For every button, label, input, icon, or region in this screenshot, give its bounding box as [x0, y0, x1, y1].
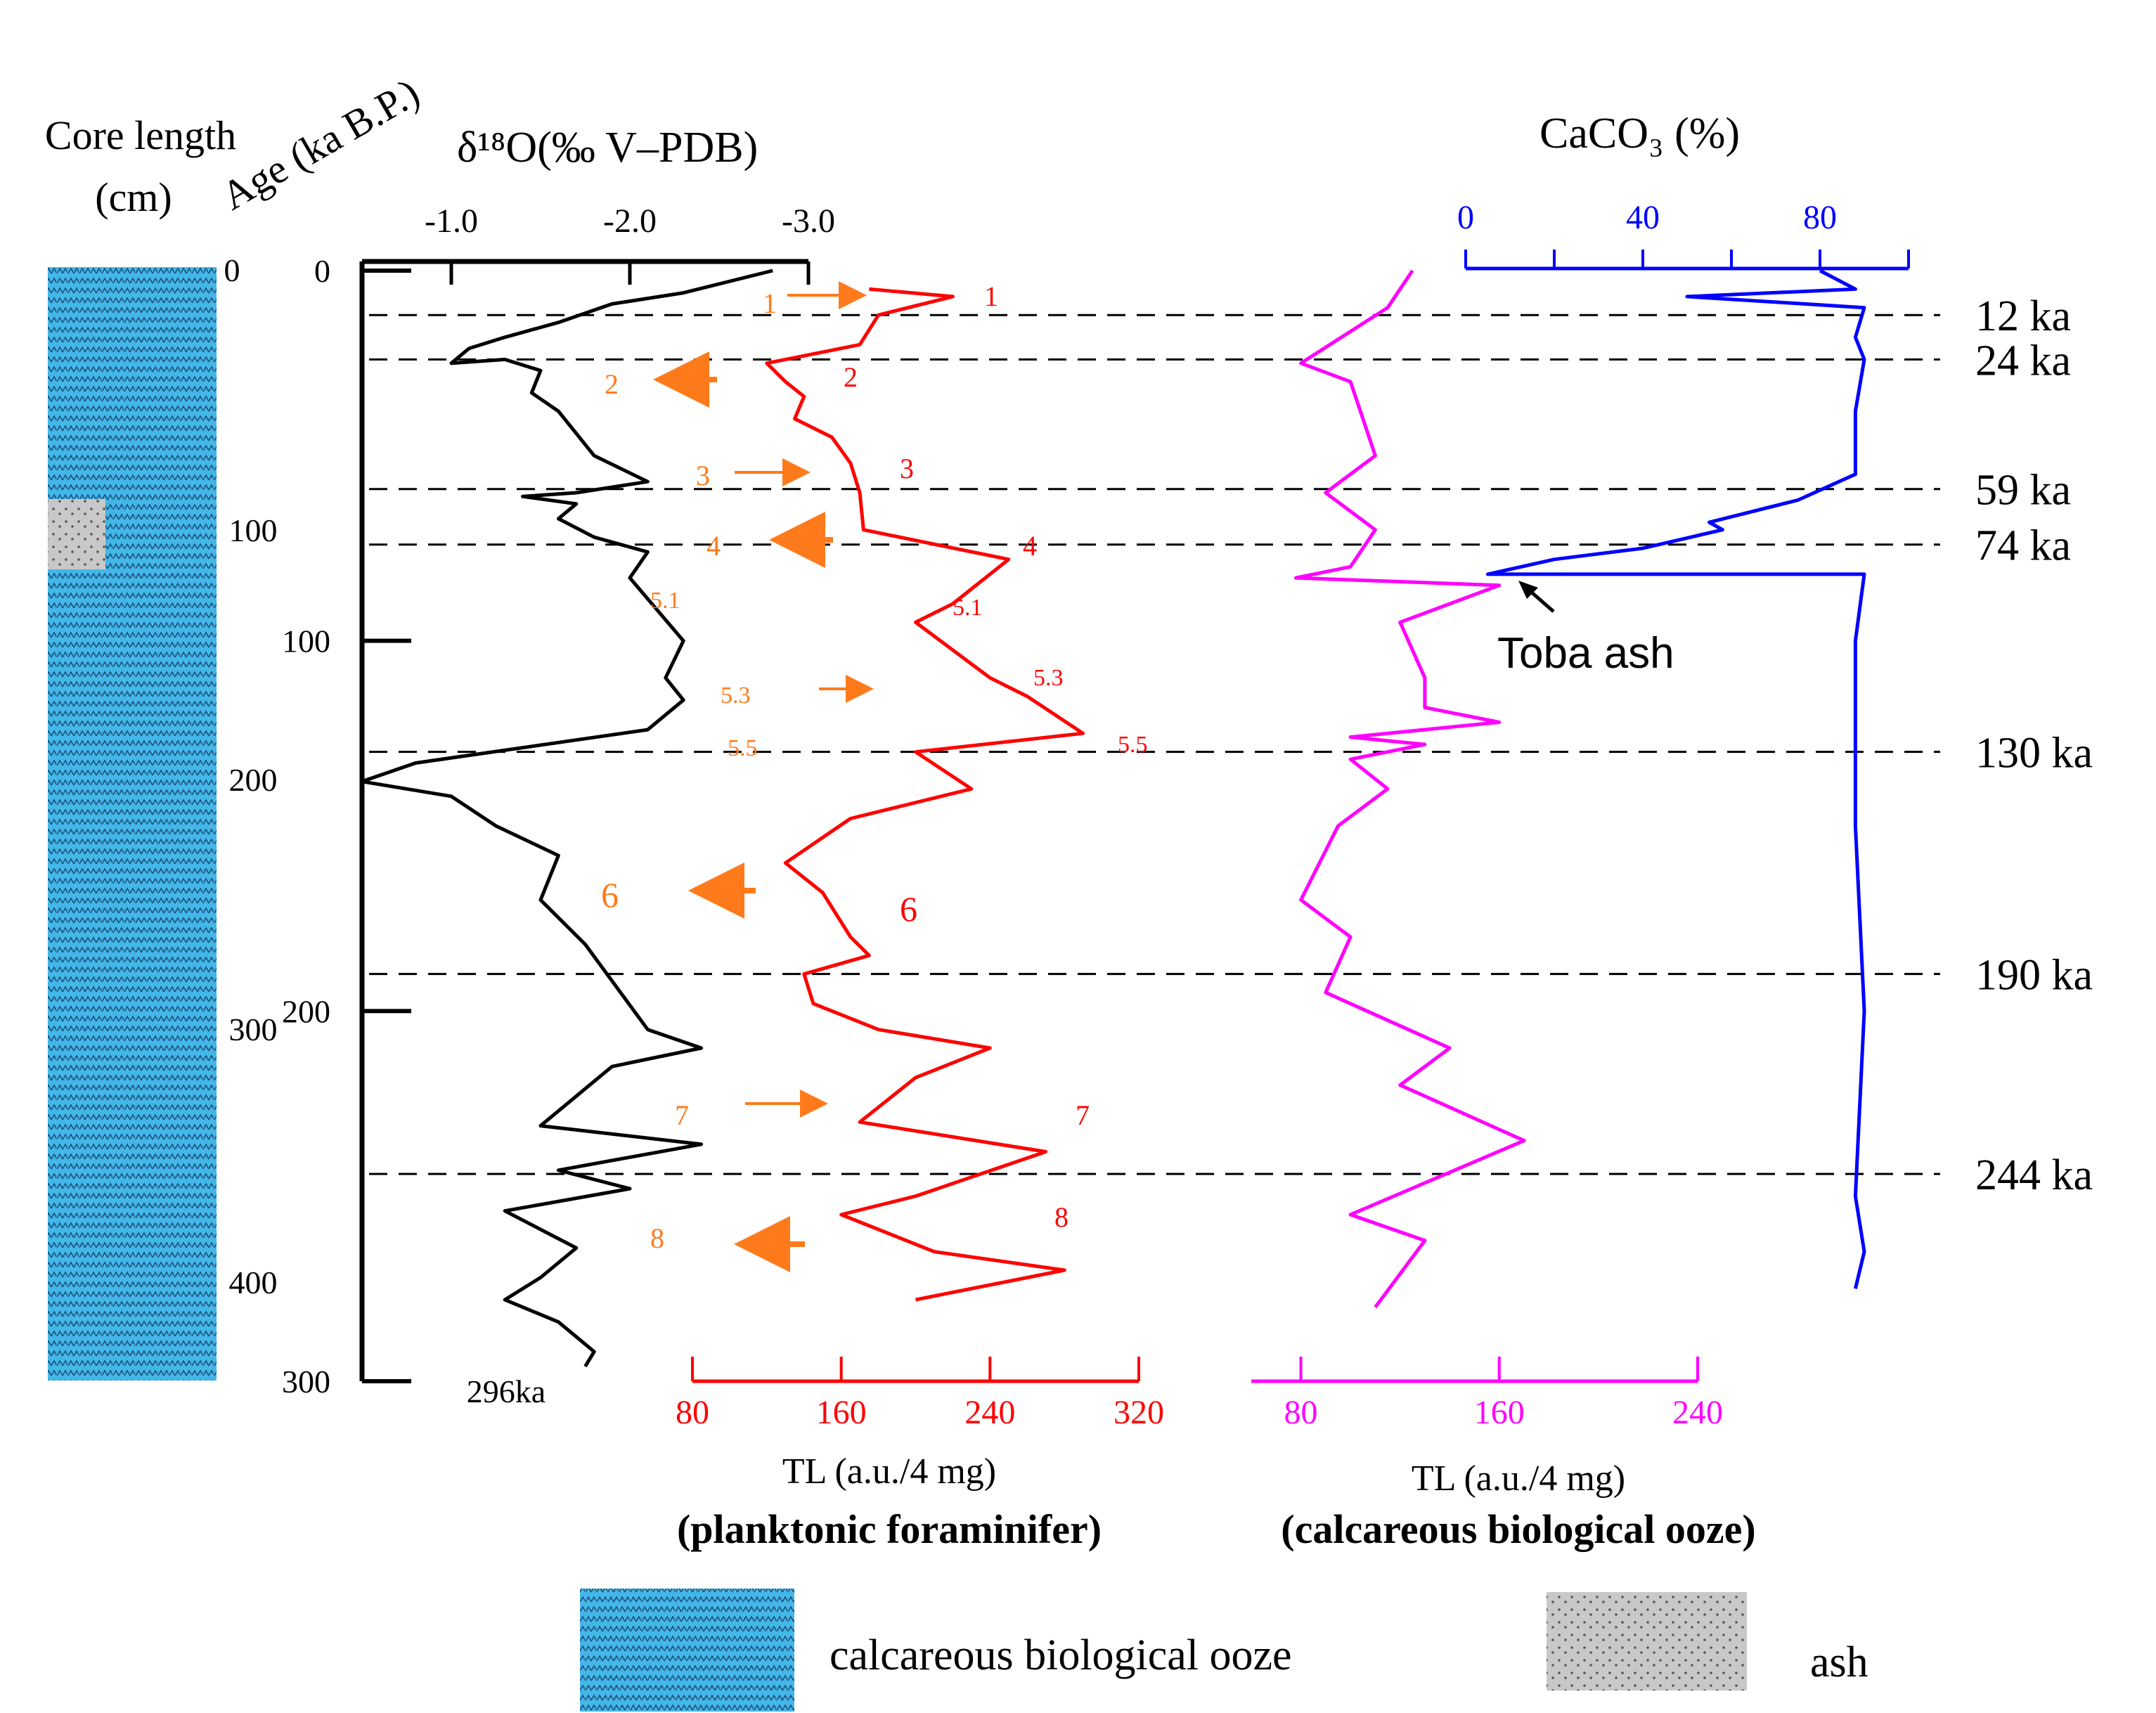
- series-line-1: [765, 287, 1085, 1302]
- core-tick-200: 200: [229, 762, 278, 798]
- series-line-2: [1294, 269, 1526, 1309]
- boundary-label-130: 130 ka: [1975, 730, 2093, 777]
- tlo-tick-label-80: 80: [1284, 1394, 1318, 1431]
- series-line-3: [1486, 269, 1866, 1289]
- core-column: [48, 267, 217, 1381]
- core-length-title: Core length: [45, 112, 236, 158]
- boundary-label-74: 74 ka: [1975, 522, 2071, 570]
- tlf-tick-label-80: 80: [676, 1394, 709, 1431]
- d18o-axis-title: δ¹⁸O(‰ V–PDB): [457, 124, 758, 172]
- tl-ooze-subtitle: (calcareous biological ooze): [1281, 1506, 1755, 1552]
- tlf-tick-label-320: 320: [1113, 1394, 1164, 1431]
- age-tick-label-100: 100: [282, 623, 330, 659]
- core-tick-100: 100: [229, 512, 278, 548]
- caco3-tick-label-40: 40: [1626, 199, 1660, 236]
- core-length-ticks: 0 100 200 300 400: [224, 252, 278, 1300]
- core-tick-0: 0: [224, 252, 240, 288]
- caco3-tick-label-80: 80: [1803, 199, 1837, 236]
- boundary-label-190: 190 ka: [1975, 952, 2093, 1000]
- tl-forams-subtitle: (planktonic foraminifer): [677, 1506, 1102, 1552]
- stage-left-7: 7: [675, 1099, 689, 1131]
- stage-right-3: 3: [900, 453, 914, 484]
- legend-ooze-label: calcareous biological ooze: [830, 1631, 1292, 1679]
- stage-right-2: 2: [844, 361, 858, 393]
- stage-right-6: 6: [900, 889, 917, 929]
- stage-right-5-1: 5.1: [953, 595, 983, 621]
- boundary-label-244: 244 ka: [1975, 1151, 2093, 1199]
- caco3-tick-label-0: 0: [1457, 199, 1474, 236]
- tlo-tick-label-240: 240: [1672, 1394, 1723, 1431]
- stage-left-5-5: 5.5: [728, 735, 758, 761]
- tl-ooze-title: TL (a.u./4 mg): [1412, 1459, 1625, 1499]
- age-tick-label-300: 300: [282, 1364, 330, 1400]
- stage-left-8: 8: [650, 1222, 664, 1254]
- tl-forams-title: TL (a.u./4 mg): [782, 1452, 996, 1492]
- stage-arrows: [653, 281, 874, 1272]
- d18o-tick-label--1.0: -1.0: [425, 202, 478, 240]
- tlo-tick-label-160: 160: [1474, 1394, 1525, 1431]
- stage-right-5-5: 5.5: [1118, 732, 1148, 758]
- core-tick-400: 400: [229, 1265, 278, 1300]
- caco3-axis-ticks: 0 40 80: [1457, 199, 1910, 269]
- bottom-age-label: 296ka: [467, 1373, 546, 1409]
- stage-left-1: 1: [763, 287, 777, 319]
- stage-right-5-3: 5.3: [1033, 665, 1064, 691]
- toba-arrowhead: [1518, 581, 1538, 599]
- boundary-label-59: 59 ka: [1975, 467, 2071, 515]
- age-axis-title: Age (ka B.P.): [214, 70, 427, 219]
- d18o-axis-ticks: -1.0 -2.0 -3.0: [425, 202, 835, 285]
- core-ash-layer: [48, 499, 105, 569]
- stage-right-7: 7: [1076, 1099, 1090, 1131]
- boundary-label-24: 24 ka: [1975, 337, 2071, 384]
- stage-left-5-3: 5.3: [721, 683, 751, 709]
- stage-labels-left: 1 2 3 4 5.1 5.3 5.5 6 7 8: [601, 287, 777, 1254]
- toba-ash-label: Toba ash: [1497, 629, 1674, 678]
- stage-labels-right: 1 2 3 4 5.1 5.3 5.5 6 7 8: [844, 280, 1148, 1233]
- core-length-label: Core length (cm): [45, 112, 236, 220]
- tl-forams-axis-ticks: 80 160 240 320: [676, 1357, 1164, 1431]
- stage-right-8: 8: [1054, 1201, 1069, 1233]
- stage-left-3: 3: [696, 460, 710, 491]
- tl-ooze-axis-ticks: 80 160 240: [1284, 1357, 1723, 1431]
- age-axis-ticks: 0 100 200 300: [282, 253, 411, 1400]
- core-length-unit: (cm): [95, 174, 172, 220]
- series-line-0: [360, 269, 773, 1368]
- series: [360, 269, 1866, 1368]
- caco3-axis-title: CaCO₃ (%): [1539, 110, 1740, 157]
- stage-left-6: 6: [601, 875, 619, 914]
- stage-left-2: 2: [605, 368, 619, 400]
- stage-right-4: 4: [1023, 530, 1037, 562]
- tlf-tick-label-160: 160: [816, 1394, 867, 1431]
- stage-left-5-1: 5.1: [650, 588, 680, 614]
- legend-ash-label: ash: [1810, 1638, 1868, 1686]
- d18o-tick-label--3.0: -3.0: [782, 202, 835, 240]
- d18o-tick-label--2.0: -2.0: [603, 202, 657, 240]
- legend-ash-swatch: [1547, 1592, 1747, 1691]
- tlf-tick-label-240: 240: [964, 1394, 1015, 1431]
- core-tick-300: 300: [229, 1011, 278, 1047]
- age-tick-label-0: 0: [314, 253, 330, 289]
- boundary-label-12: 12 ka: [1975, 292, 2071, 340]
- age-tick-label-200: 200: [282, 993, 330, 1029]
- stage-right-1: 1: [984, 280, 998, 312]
- legend-ooze-swatch: [580, 1589, 794, 1712]
- stage-left-4: 4: [706, 530, 721, 562]
